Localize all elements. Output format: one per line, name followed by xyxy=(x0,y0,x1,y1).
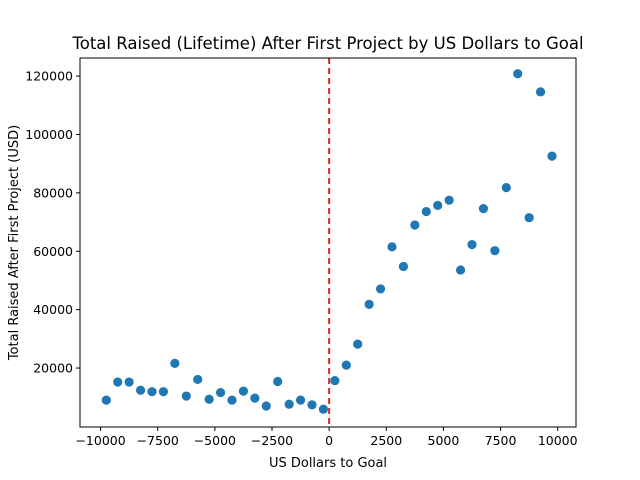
data-point xyxy=(387,242,397,252)
data-point xyxy=(375,284,386,294)
data-point xyxy=(398,261,409,272)
data-point xyxy=(261,401,271,411)
data-point xyxy=(501,183,511,193)
data-point xyxy=(433,200,443,211)
y-tick-label: 100000 xyxy=(25,127,73,142)
data-point xyxy=(455,265,466,275)
y-tick-label: 120000 xyxy=(25,69,73,84)
x-ticks: −10000 −7500 −5000 −2500 0 2500 5000 7500 10000 xyxy=(75,427,578,448)
data-point xyxy=(227,395,237,405)
y-ticks: 20000 40000 60000 80000 100000 120000 xyxy=(25,69,80,376)
points-layer xyxy=(101,69,557,414)
x-tick-label: 0 xyxy=(325,433,333,448)
y-tick-label: 40000 xyxy=(33,302,73,317)
data-point xyxy=(330,375,340,386)
data-point xyxy=(295,395,306,405)
data-point xyxy=(444,195,454,205)
data-point xyxy=(250,393,260,403)
data-point xyxy=(364,299,374,309)
data-point xyxy=(124,377,134,387)
x-tick-label: −2500 xyxy=(251,433,293,448)
data-point xyxy=(238,386,249,396)
data-point xyxy=(284,399,294,409)
data-point xyxy=(307,400,317,410)
x-axis-label: US Dollars to Goal xyxy=(269,456,387,471)
data-point xyxy=(273,376,283,387)
x-tick-label: 7500 xyxy=(485,433,517,448)
x-tick-label: −10000 xyxy=(75,433,125,448)
data-point xyxy=(170,358,180,368)
y-tick-label: 80000 xyxy=(33,185,73,200)
data-point xyxy=(113,377,123,387)
plot-frame xyxy=(79,57,577,428)
data-point xyxy=(524,213,534,223)
data-point xyxy=(490,246,500,256)
data-point xyxy=(147,387,157,397)
data-point xyxy=(478,204,489,214)
data-point xyxy=(353,339,363,349)
data-point xyxy=(181,391,191,401)
plot-area xyxy=(80,58,576,427)
data-point xyxy=(341,360,351,370)
chart-title: Total Raised (Lifetime) After First Proj… xyxy=(71,34,583,53)
y-axis-label: Total Raised After First Project (USD) xyxy=(7,125,22,361)
x-tick-label: −5000 xyxy=(194,433,236,448)
data-point xyxy=(101,395,111,405)
y-tick-label: 20000 xyxy=(33,361,73,376)
x-tick-label: −7500 xyxy=(137,433,179,448)
data-point xyxy=(410,220,420,230)
data-point xyxy=(513,69,523,79)
data-point xyxy=(158,387,169,397)
data-point xyxy=(135,385,146,395)
data-point xyxy=(193,374,203,385)
data-point xyxy=(467,239,477,250)
data-point xyxy=(204,394,214,404)
data-point xyxy=(547,151,557,161)
y-tick-label: 60000 xyxy=(33,244,73,259)
data-point xyxy=(318,404,329,414)
x-tick-label: 5000 xyxy=(428,433,460,448)
data-point xyxy=(535,87,546,97)
x-tick-label: 10000 xyxy=(538,433,578,448)
x-tick-label: 2500 xyxy=(370,433,402,448)
data-point xyxy=(421,206,431,217)
data-point xyxy=(215,387,226,398)
